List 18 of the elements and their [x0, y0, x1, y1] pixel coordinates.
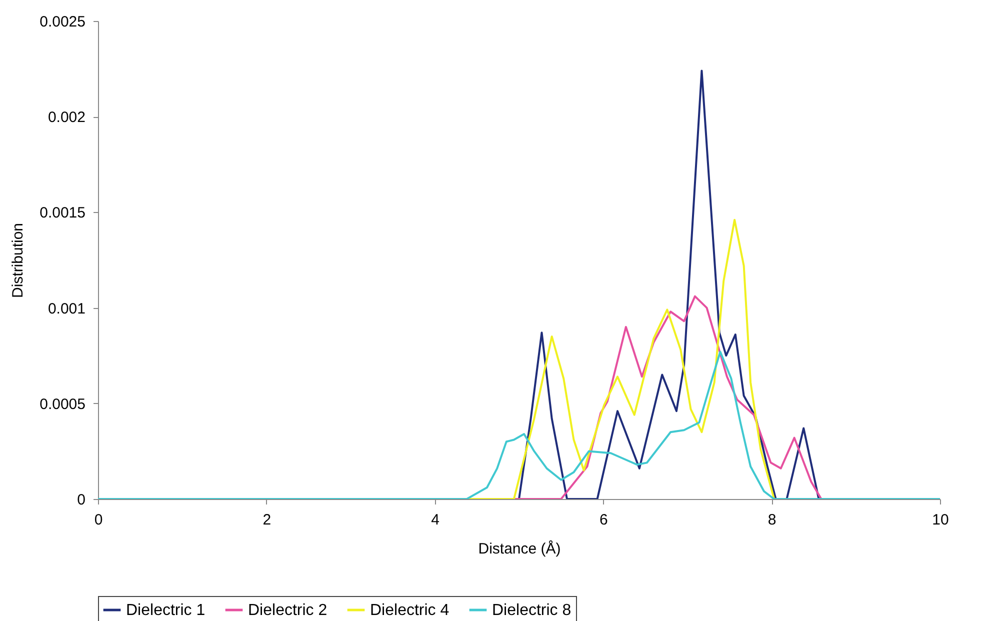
legend-label: Dielectric 2 [248, 602, 328, 619]
legend-label: Dielectric 4 [370, 602, 450, 619]
y-tick-label: 0.0005 [40, 396, 86, 413]
y-tick-label: 0.001 [48, 300, 86, 318]
legend-label: Dielectric 1 [126, 602, 206, 619]
y-tick-label: 0.002 [48, 109, 86, 126]
y-tick-label: 0.0025 [40, 14, 86, 30]
y-tick-label: 0 [77, 492, 86, 508]
y-tick-label: 0.0015 [40, 204, 86, 222]
x-tick-label: 8 [768, 512, 776, 528]
x-tick-label: 2 [262, 512, 272, 528]
legend-label: Dielectric 8 [492, 602, 572, 619]
x-tick-label: 6 [600, 512, 608, 528]
x-tick-label: 4 [431, 512, 440, 528]
y-axis-title: Distribution [10, 222, 27, 298]
x-tick-label: 0 [94, 512, 103, 528]
x-axis-title: Distance (Å) [478, 540, 561, 558]
x-tick-label: 10 [932, 512, 949, 528]
